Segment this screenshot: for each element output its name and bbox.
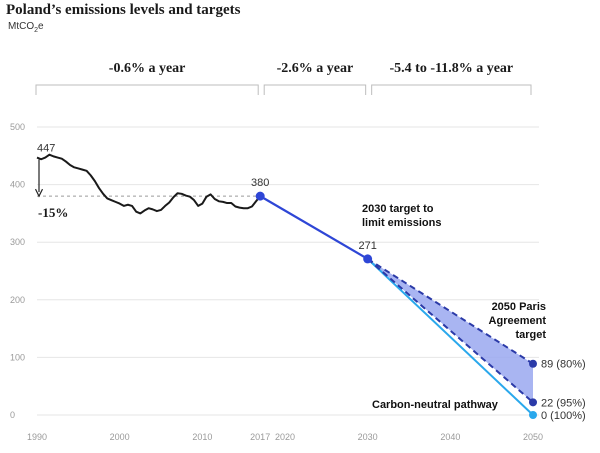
x-tick-label: 2040 bbox=[440, 432, 460, 442]
segment-rate-label: -5.4 to -11.8% a year bbox=[390, 61, 514, 76]
value-22-label: 22 (95%) bbox=[541, 397, 586, 409]
target-2030-label-line1: 2030 target to bbox=[362, 203, 434, 215]
unit-label: MtCO2e bbox=[8, 21, 44, 34]
y-tick-label: 500 bbox=[10, 122, 25, 132]
target-2030-line bbox=[259, 195, 369, 260]
segment-brackets: -0.6% a year -2.6% a year -5.4 to -11.8% a… bbox=[35, 61, 532, 95]
annotations: 447 -15% 380 271 2030 target to limit em… bbox=[37, 143, 586, 422]
segment-rate-label: -2.6% a year bbox=[277, 61, 354, 76]
y-tick-label: 300 bbox=[10, 237, 25, 247]
x-tick-label: 2020 bbox=[275, 432, 295, 442]
x-tick-label: 2050 bbox=[523, 432, 543, 442]
carbon-neutral-label: Carbon-neutral pathway bbox=[372, 399, 499, 411]
x-tick-label: 1990 bbox=[27, 432, 47, 442]
drop-percent-label: -15% bbox=[38, 205, 68, 220]
value-0-label: 0 (100%) bbox=[541, 410, 586, 422]
drop-arrow-head bbox=[34, 188, 44, 198]
value-2017-label: 380 bbox=[251, 177, 269, 189]
y-tick-label: 100 bbox=[10, 352, 25, 362]
segment-rate-label: -0.6% a year bbox=[109, 61, 186, 76]
y-axis-tick-labels: 500 400 300 200 100 0 bbox=[10, 122, 25, 420]
x-tick-label: 2030 bbox=[358, 432, 378, 442]
chart-marks bbox=[34, 153, 537, 419]
start-value-label: 447 bbox=[37, 143, 55, 155]
point-2050-89 bbox=[529, 359, 537, 368]
y-tick-label: 0 bbox=[10, 410, 15, 420]
point-2017 bbox=[255, 191, 265, 201]
point-2050-22 bbox=[529, 398, 537, 407]
value-2030-label: 271 bbox=[358, 240, 376, 252]
segment-bracket bbox=[263, 84, 367, 95]
point-2030 bbox=[363, 254, 373, 264]
gridlines bbox=[37, 126, 539, 416]
y-tick-label: 400 bbox=[10, 180, 25, 190]
carbon-neutral-line bbox=[366, 258, 534, 416]
paris-upper-line bbox=[367, 258, 534, 365]
target-2030-label-line2: limit emissions bbox=[362, 217, 441, 229]
chart-title: Poland’s emissions levels and targets bbox=[6, 2, 241, 18]
segment-bracket bbox=[371, 84, 532, 95]
point-2050-0 bbox=[529, 411, 537, 419]
historical-emissions-line bbox=[36, 153, 261, 215]
x-axis-tick-labels: 1990 2000 2010 2017 2020 2030 2040 2050 bbox=[27, 432, 543, 442]
x-tick-label: 2017 bbox=[250, 432, 270, 442]
x-tick-label: 2000 bbox=[110, 432, 130, 442]
x-tick-label: 2010 bbox=[192, 432, 212, 442]
value-89-label: 89 (80%) bbox=[541, 359, 586, 371]
y-tick-label: 200 bbox=[10, 295, 25, 305]
paris-label-line3: target bbox=[515, 329, 546, 341]
paris-label-line2: Agreement bbox=[489, 315, 547, 327]
segment-bracket bbox=[35, 84, 259, 95]
paris-label-line1: 2050 Paris bbox=[492, 301, 546, 313]
paris-lower-line bbox=[367, 258, 534, 404]
